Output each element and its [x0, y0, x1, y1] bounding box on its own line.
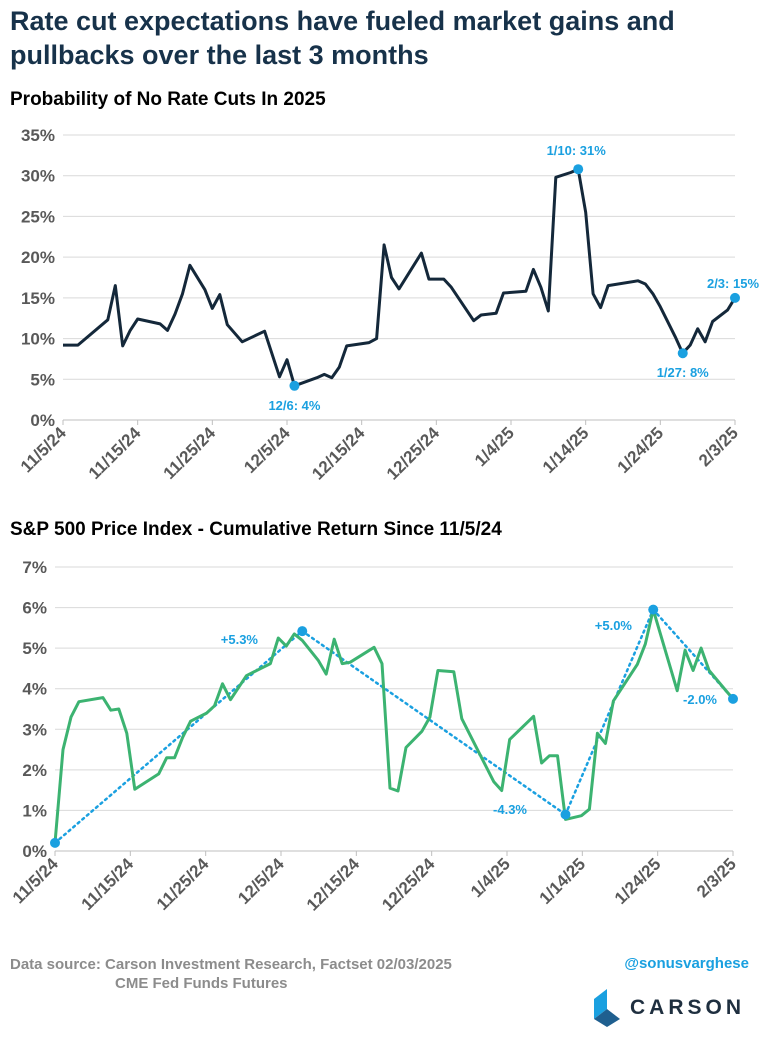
x-tick-label: 1/14/25	[539, 423, 593, 477]
annotation-marker	[289, 380, 300, 391]
turning-point-marker	[560, 809, 571, 820]
y-tick-label: 0%	[22, 842, 47, 861]
x-tick-label: 12/25/24	[383, 423, 444, 484]
y-tick-label: 6%	[22, 599, 47, 618]
x-tick-label: 11/5/24	[17, 423, 70, 476]
y-tick-label: 2%	[22, 761, 47, 780]
annotation-label: 12/6: 4%	[268, 398, 320, 413]
y-tick-label: 35%	[21, 126, 55, 145]
annotation-marker	[730, 292, 740, 303]
carson-logo-icon	[593, 989, 620, 1027]
x-tick-label: 1/24/25	[611, 854, 665, 908]
x-tick-label: 1/14/25	[536, 854, 590, 908]
trend-annotation-label: -4.3%	[493, 802, 527, 817]
trend-annotation-label: -2.0%	[683, 692, 717, 707]
annotation-label: 1/27: 8%	[657, 365, 709, 380]
annotation-marker	[573, 164, 584, 175]
chart1-title: Probability of No Rate Cuts In 2025	[10, 89, 326, 110]
data-source-note: Data source: Carson Investment Research,…	[10, 955, 452, 993]
turning-point-marker	[728, 693, 738, 704]
turning-point-marker	[50, 837, 60, 848]
main-title: Rate cut expectations have fueled market…	[10, 6, 675, 70]
y-tick-label: 20%	[21, 248, 55, 267]
x-tick-label: 11/15/24	[85, 423, 145, 483]
y-tick-label: 1%	[22, 801, 47, 820]
annotation-label: 1/10: 31%	[547, 143, 607, 158]
y-tick-label: 15%	[21, 289, 55, 308]
data-source-line1: Data source: Carson Investment Research,…	[10, 956, 452, 973]
sp500-return-chart: 0% 1% 2% 3% 4% 5% 6% 7% 11/5/24 11/15/24 11/25/24 1…	[9, 558, 740, 915]
series-line-probability	[63, 167, 737, 388]
y-tick-label: 0%	[30, 411, 55, 430]
y-tick-label: 4%	[22, 680, 47, 699]
trend-annotation-label: +5.3%	[221, 632, 259, 647]
x-tick-label: 12/5/24	[240, 423, 294, 477]
x-tick-label: 11/15/24	[78, 854, 138, 914]
x-tick-label: 11/25/24	[160, 423, 220, 483]
y-tick-label: 3%	[22, 720, 47, 739]
trend-line	[651, 608, 735, 701]
turning-point-marker	[297, 626, 308, 637]
turning-point-marker	[648, 604, 659, 615]
trend-line	[564, 608, 655, 816]
x-tick-label: 12/15/24	[303, 854, 364, 915]
annotation-marker	[677, 348, 688, 359]
x-tick-label: 2/3/25	[693, 854, 740, 901]
y-tick-label: 5%	[22, 639, 47, 658]
y-tick-label: 30%	[21, 167, 55, 186]
y-tick-label: 7%	[22, 558, 47, 577]
y-tick-label: 5%	[30, 370, 55, 389]
author-handle: @sonusvarghese	[624, 955, 749, 972]
x-tick-label: 12/15/24	[308, 423, 369, 484]
x-tick-label: 11/5/24	[9, 854, 62, 907]
annotation-label: 2/3: 15%	[707, 276, 759, 291]
x-tick-label: 1/4/25	[471, 423, 518, 470]
x-tick-label: 1/4/25	[467, 854, 514, 901]
carson-logo-text: CARSON	[629, 996, 745, 1019]
chart2-title: S&P 500 Price Index - Cumulative Return …	[10, 519, 502, 540]
y-tick-label: 25%	[21, 207, 55, 226]
x-tick-label: 12/25/24	[378, 854, 439, 915]
x-tick-label: 2/3/25	[695, 423, 742, 470]
data-source-line2: CME Fed Funds Futures	[115, 975, 288, 992]
carson-logo: CARSON	[593, 988, 745, 1028]
y-tick-label: 10%	[21, 330, 55, 349]
series-line-sp500	[53, 608, 735, 844]
trend-annotation-label: +5.0%	[595, 618, 633, 633]
x-tick-label: 12/5/24	[234, 854, 288, 908]
trend-line	[53, 629, 304, 845]
x-tick-label: 1/24/25	[614, 423, 668, 477]
rate-cut-probability-chart: 0% 5% 10% 15% 20% 25% 30% 35% 11/5/24 11/15/24 11/…	[17, 126, 759, 484]
x-tick-label: 11/25/24	[153, 854, 213, 914]
